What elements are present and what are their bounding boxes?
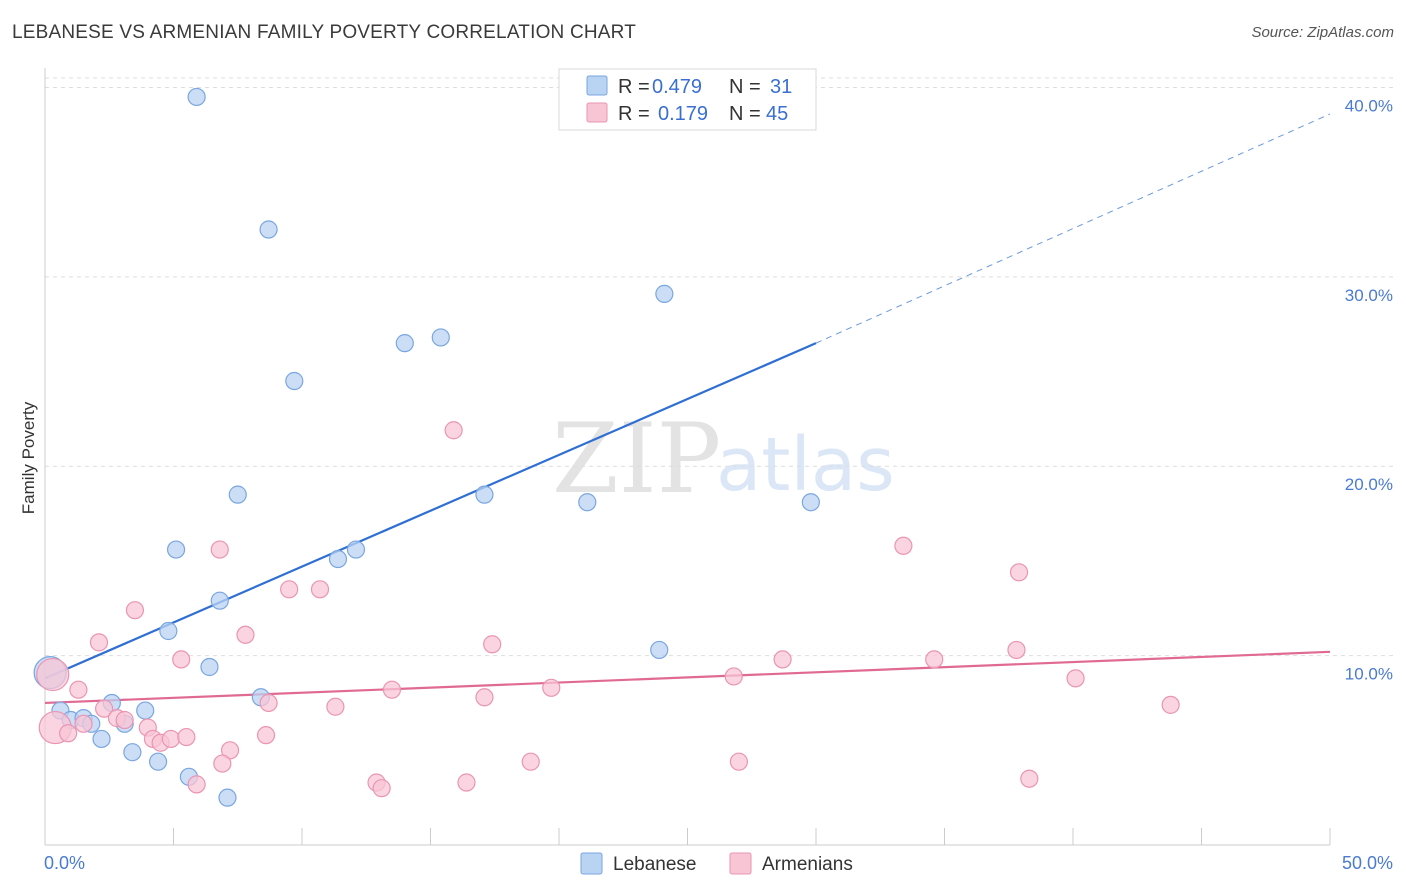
y-tick-label-40: 40.0% xyxy=(1345,96,1393,115)
point-armenians-26 xyxy=(95,699,114,718)
point-armenians-42 xyxy=(457,773,476,792)
point-lebanese-26 xyxy=(92,729,111,749)
point-armenians-10 xyxy=(172,650,191,669)
point-armenians-41 xyxy=(372,779,391,798)
point-armenians-28 xyxy=(115,710,134,730)
point-armenians-20 xyxy=(259,693,278,713)
point-armenians-3 xyxy=(1009,563,1029,582)
data-points xyxy=(33,87,1180,807)
legend-swatch-lebanese xyxy=(586,75,608,96)
chart-title: LEBANESE VS ARMENIAN FAMILY POVERTY CORR… xyxy=(12,22,637,43)
point-armenians-2 xyxy=(894,536,913,555)
point-armenians-8 xyxy=(89,633,109,652)
point-armenians-17 xyxy=(382,680,402,699)
point-armenians-7 xyxy=(236,625,255,644)
point-lebanese-1 xyxy=(259,220,278,239)
legend-r-label-lebanese: R = xyxy=(618,76,650,98)
point-armenians-0 xyxy=(444,421,463,440)
point-armenians-32 xyxy=(161,729,181,749)
bottom-legend-label-armenians: Armenians xyxy=(762,854,853,875)
bottom-legend-label-lebanese: Lebanese xyxy=(613,854,696,875)
point-lebanese-9 xyxy=(801,493,820,512)
point-lebanese-2 xyxy=(285,371,304,391)
point-lebanese-10 xyxy=(166,540,186,559)
point-armenians-4 xyxy=(280,580,299,599)
point-lebanese-21 xyxy=(136,701,155,720)
grid-lines xyxy=(45,77,1393,657)
point-armenians-37 xyxy=(521,752,540,771)
legend-r-value-armenians: 0.179 xyxy=(658,103,708,125)
point-lebanese-4 xyxy=(431,328,450,347)
point-lebanese-28 xyxy=(148,752,168,771)
legend-n-label-lebanese: N = xyxy=(729,76,761,98)
point-armenians-9 xyxy=(483,635,502,654)
y-tick-label-10: 10.0% xyxy=(1345,665,1393,684)
x-tick-label-min: 0.0% xyxy=(44,853,85,873)
point-armenians-22 xyxy=(1161,695,1180,714)
point-armenians-11 xyxy=(773,650,792,669)
point-armenians-14 xyxy=(724,667,743,686)
legend-n-value-lebanese: 31 xyxy=(770,76,792,98)
stats-legend: R = 0.479 N = 31 R = 0.179 N = 45 xyxy=(558,68,817,131)
point-armenians-15 xyxy=(1066,669,1085,688)
y-tick-label-30: 30.0% xyxy=(1345,286,1393,305)
series-legend: Lebanese Armenians xyxy=(580,852,853,875)
trendline-lebanese xyxy=(44,342,817,680)
legend-r-value-lebanese: 0.479 xyxy=(652,76,702,98)
point-lebanese-0 xyxy=(187,87,206,107)
trendline-lebanese-extension xyxy=(815,113,1331,344)
x-tick-label-max: 50.0% xyxy=(1342,853,1393,873)
point-lebanese-11 xyxy=(328,549,348,569)
point-lebanese-27 xyxy=(123,743,142,762)
point-armenians-36 xyxy=(213,754,232,773)
trendline-armenians xyxy=(44,650,1331,705)
legend-n-label-armenians: N = xyxy=(729,103,761,125)
point-armenians-6 xyxy=(125,601,145,620)
point-lebanese-5 xyxy=(655,284,674,303)
point-armenians-1 xyxy=(210,540,229,559)
watermark-atlas: atlas xyxy=(716,422,895,508)
point-lebanese-7 xyxy=(475,485,494,504)
point-armenians-34 xyxy=(256,726,276,745)
point-armenians-19 xyxy=(475,688,494,707)
legend-swatch-armenians xyxy=(586,102,608,123)
bottom-legend-swatch-armenians xyxy=(729,852,752,875)
point-armenians-18 xyxy=(542,678,561,697)
point-armenians-43 xyxy=(1020,769,1039,788)
point-armenians-16 xyxy=(69,680,88,699)
point-armenians-5 xyxy=(310,580,330,599)
point-lebanese-13 xyxy=(210,591,229,610)
point-armenians-23 xyxy=(36,657,70,692)
watermark-zip: ZIP xyxy=(552,403,721,515)
point-lebanese-14 xyxy=(159,621,178,641)
point-lebanese-30 xyxy=(218,788,237,807)
point-lebanese-12 xyxy=(346,540,366,559)
y-tick-label-20: 20.0% xyxy=(1345,475,1393,494)
point-lebanese-16 xyxy=(200,657,219,677)
point-lebanese-6 xyxy=(228,485,247,504)
point-armenians-39 xyxy=(187,775,206,794)
point-lebanese-3 xyxy=(395,334,414,353)
legend-r-label-armenians: R = xyxy=(618,103,650,125)
point-armenians-12 xyxy=(925,650,944,669)
point-armenians-33 xyxy=(177,727,196,747)
point-armenians-25 xyxy=(59,724,78,743)
point-armenians-13 xyxy=(1007,640,1026,660)
bottom-legend-swatch-lebanese xyxy=(580,852,603,875)
y-axis-title: Family Poverty xyxy=(19,401,38,514)
point-lebanese-8 xyxy=(578,493,597,512)
legend-n-value-armenians: 45 xyxy=(766,103,788,125)
point-armenians-21 xyxy=(326,697,345,716)
point-lebanese-15 xyxy=(650,640,669,660)
point-armenians-44 xyxy=(74,714,93,733)
point-armenians-38 xyxy=(729,752,749,771)
source-credit: Source: ZipAtlas.com xyxy=(1251,24,1394,41)
